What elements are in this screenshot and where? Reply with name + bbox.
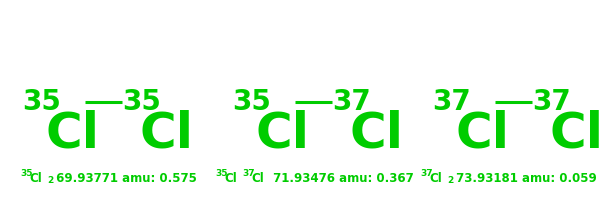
Text: Cl: Cl	[45, 110, 99, 158]
Text: 37: 37	[242, 169, 254, 178]
Text: Cl: Cl	[251, 172, 264, 185]
Text: 35: 35	[22, 88, 61, 116]
Text: 37: 37	[432, 88, 471, 116]
Text: Cl: Cl	[224, 172, 237, 185]
Text: 69.93771 amu: 0.575: 69.93771 amu: 0.575	[52, 172, 197, 185]
Text: 37: 37	[532, 88, 571, 116]
Text: Cl: Cl	[550, 110, 600, 158]
Text: 35: 35	[122, 88, 161, 116]
Text: 35: 35	[232, 88, 271, 116]
Text: Cl: Cl	[429, 172, 442, 185]
Text: Cl: Cl	[140, 110, 194, 158]
Text: 37: 37	[332, 88, 371, 116]
Text: 71.93476 amu: 0.367: 71.93476 amu: 0.367	[269, 172, 414, 185]
Text: Cl: Cl	[455, 110, 509, 158]
Text: Cl: Cl	[29, 172, 42, 185]
Text: Cl: Cl	[350, 110, 404, 158]
Text: 35: 35	[20, 169, 32, 178]
Text: 37: 37	[420, 169, 433, 178]
Text: Cl: Cl	[255, 110, 309, 158]
Text: 35: 35	[215, 169, 227, 178]
Text: 2: 2	[447, 176, 453, 185]
Text: 73.93181 amu: 0.059: 73.93181 amu: 0.059	[452, 172, 597, 185]
Text: 2: 2	[47, 176, 53, 185]
